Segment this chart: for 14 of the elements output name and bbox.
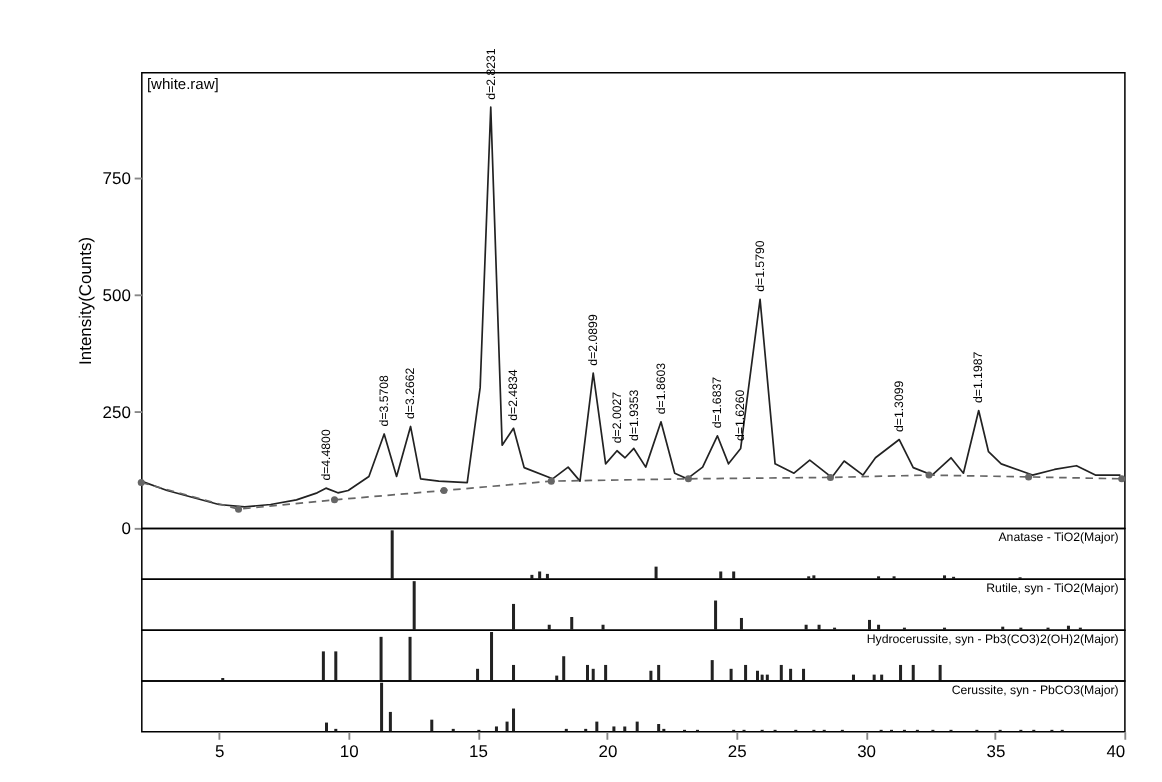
y-tick-label: 0 (121, 518, 132, 539)
y-axis-title: Intensity(Counts) (75, 236, 96, 365)
x-tick-label: 15 (469, 740, 489, 761)
x-tick-label: 30 (857, 740, 877, 761)
x-tick-label: 5 (215, 740, 226, 761)
x-tick-label: 35 (986, 740, 1006, 761)
x-tick-label: 20 (598, 740, 618, 761)
y-tick-label: 250 (102, 401, 132, 422)
x-tick-label: 10 (339, 740, 360, 761)
x-tick-label: 40 (1106, 740, 1126, 761)
y-tick-label: 750 (102, 167, 132, 188)
chart-title: [white.raw] (146, 75, 219, 94)
y-tick-label: 500 (102, 284, 132, 305)
x-tick-label: 25 (727, 740, 748, 761)
